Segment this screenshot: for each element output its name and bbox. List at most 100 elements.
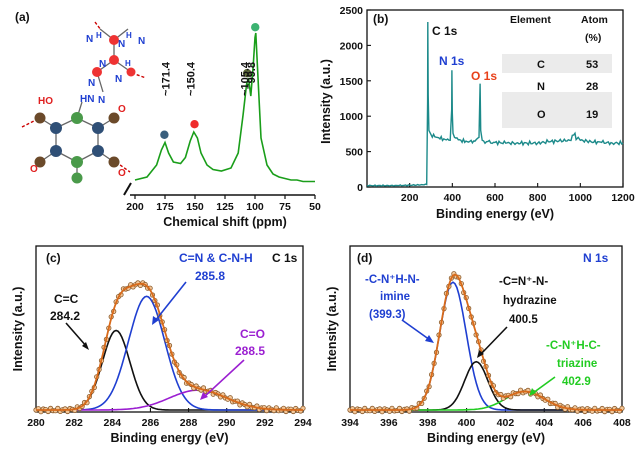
table-cell: N (537, 81, 545, 93)
peak-label-c1s: C 1s (432, 24, 458, 38)
struct-label: N (86, 34, 93, 45)
peak-shift-label: 99.8 (246, 62, 258, 83)
peak-label-o1s: O 1s (471, 69, 497, 83)
x-tick-label: 200 (126, 201, 144, 213)
fit-envelope-line (350, 273, 622, 411)
x-tick-label: 75 (279, 201, 291, 213)
struct-label: N (115, 74, 122, 85)
x-tick-label: 200 (401, 192, 419, 204)
struct-label: H (96, 31, 102, 40)
molecule-structure: N H N N H N N N H N HN HO O O O (21, 21, 147, 184)
struct-label: N (118, 39, 125, 50)
x-tick-label: 800 (529, 192, 547, 204)
struct-label: N (99, 59, 106, 70)
plot-frame (349, 245, 623, 413)
y-axis-label: Intensity (a.u.) (325, 287, 339, 372)
annotation-imine-value: (399.3) (369, 309, 406, 321)
x-tick-label: 282 (65, 417, 83, 429)
fit-envelope-line (36, 282, 303, 411)
nmr-spectrum-line (134, 32, 315, 183)
x-tick-label: 600 (486, 192, 504, 204)
y-tick-label: 1000 (340, 111, 364, 123)
struct-label: HO (38, 96, 53, 107)
x-tick-label: 50 (309, 201, 321, 213)
table-cell: 28 (586, 81, 598, 93)
x-tick-label: 100 (246, 201, 264, 213)
panel-label-b: (b) (373, 12, 388, 26)
x-axis-label: Binding energy (eV) (436, 207, 554, 221)
x-tick-label: 398 (419, 417, 437, 429)
x-tick-label: 286 (142, 417, 160, 429)
table-cell: 53 (586, 59, 598, 71)
struct-label: O (30, 164, 38, 175)
y-tick-label: 500 (345, 147, 363, 159)
x-tick-label: 400 (458, 417, 476, 429)
x-tick-label: 406 (574, 417, 592, 429)
annotation-triazine: -C-N⁺H-C- (546, 340, 601, 352)
n1s-plot: 394 396 398 400 402 404 406 408 Binding energy (… (325, 245, 631, 445)
panel-c-c1s: 280 282 284 286 288 290 292 294 Binding energy (… (11, 245, 312, 445)
annotation-arrows (65, 281, 245, 400)
peak-marker (160, 130, 169, 139)
x-tick-label: 400 (444, 192, 462, 204)
survey-spectrum-line (366, 21, 624, 187)
y-tick-label: 1500 (340, 76, 364, 88)
panel-label-d: (d) (357, 251, 372, 265)
arrow-imine (401, 319, 431, 341)
annotation-cn-value: 285.8 (195, 269, 225, 283)
peak-label-n1s: N 1s (439, 54, 465, 68)
x-axis-label: Binding energy (eV) (427, 431, 545, 445)
struct-label: H (125, 59, 131, 68)
corner-label-n1s: N 1s (583, 251, 609, 265)
composition-table: Element Atom (%) C 53 N 28 O 19 (502, 14, 612, 128)
peak-shift-label: ~171.4 (160, 61, 172, 96)
c1s-plot: 280 282 284 286 288 290 292 294 Binding energy (… (11, 245, 312, 445)
struct-label: O (118, 168, 126, 179)
peak-shift-label: ~105.4 (240, 61, 252, 96)
annotation-cc-value: 284.2 (50, 309, 80, 323)
x-tick-label: 402 (497, 417, 515, 429)
annotation-hydrazine-value: 400.5 (509, 314, 538, 326)
table-header-atom: Atom (581, 14, 608, 26)
y-tick-label: 2000 (340, 40, 364, 52)
table-header-element: Element (510, 14, 551, 26)
annotation-imine: -C-N⁺H-N- (365, 274, 420, 286)
x-tick-label: 150 (186, 201, 204, 213)
table-cell: C (537, 59, 545, 71)
y-tick-label: 0 (357, 182, 363, 194)
peak-marker (251, 23, 260, 32)
plot-frame (35, 245, 304, 413)
annotation-imine-name: imine (380, 291, 410, 303)
x-axis-label: Binding energy (eV) (110, 431, 228, 445)
struct-label: N (98, 95, 105, 106)
table-cell: O (537, 109, 546, 121)
x-tick-label: 396 (380, 417, 398, 429)
annotation-co-value: 288.5 (235, 344, 265, 358)
x-tick-label: 175 (156, 201, 174, 213)
x-tick-label: 404 (536, 417, 554, 429)
panel-d-n1s: 394 396 398 400 402 404 406 408 Binding energy (… (325, 245, 631, 445)
table-cell: 19 (586, 109, 598, 121)
arrow-hydrazine (479, 326, 508, 356)
struct-label: H (126, 31, 132, 40)
annotation-hydrazine-name: hydrazine (503, 295, 557, 307)
x-tick-label: 1000 (569, 192, 593, 204)
x-tick-label: 1200 (611, 192, 635, 204)
y-tick-label: 2500 (340, 5, 364, 17)
panel-label-c: (c) (46, 251, 61, 265)
struct-label: N (138, 36, 145, 47)
y-axis-label: Intensity (a.u.) (11, 287, 25, 372)
arrow-co (203, 359, 245, 398)
axis-break-icon (123, 182, 132, 196)
peak-shift-label: ~150.4 (186, 61, 198, 96)
nmr-plot: 200 175 150 125 100 75 50 Chemical shift (ppm) ~… (126, 23, 321, 229)
table-header-unit: (%) (585, 32, 601, 44)
x-tick-label: 292 (256, 417, 274, 429)
x-axis-label: Chemical shift (ppm) (163, 215, 287, 229)
panel-a-nmr: (a) (15, 10, 321, 229)
x-tick-label: 284 (104, 417, 122, 429)
struct-label: HN (80, 94, 94, 105)
peak-marker (243, 68, 252, 78)
annotation-cn: C=N & C-N-H (179, 251, 253, 265)
